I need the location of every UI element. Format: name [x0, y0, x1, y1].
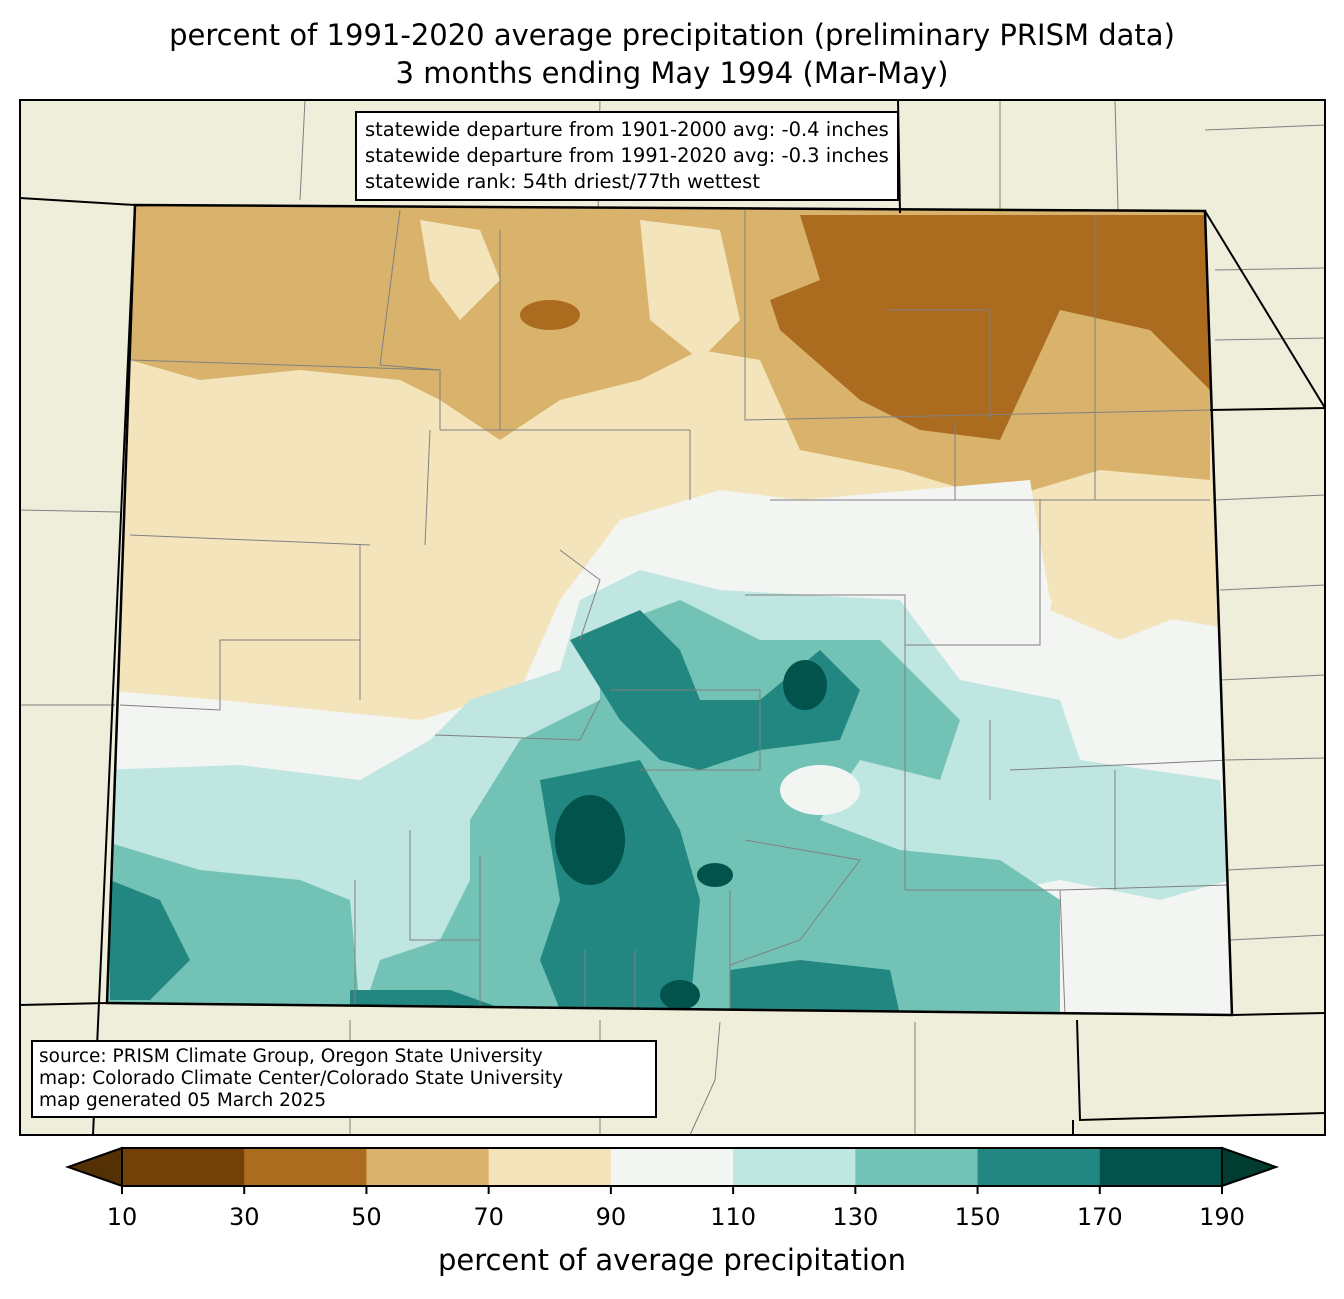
precip-field — [107, 205, 1232, 1015]
colorbar-tick-label: 150 — [954, 1203, 1001, 1231]
source-box: source: PRISM Climate Group, Oregon Stat… — [31, 1040, 657, 1118]
colorbar-segment — [366, 1148, 490, 1186]
colorbar-segment — [1099, 1148, 1223, 1186]
map-title-line1: percent of 1991-2020 average precipitati… — [169, 18, 1175, 52]
colorbar-segment — [610, 1148, 734, 1186]
colorbar-segment — [122, 1148, 245, 1186]
stats-departure-1991-2020: statewide departure from 1991-2020 avg: … — [365, 144, 889, 167]
stats-rank: statewide rank: 54th driest/77th wettest — [365, 170, 760, 193]
colorbar-segment — [244, 1148, 367, 1186]
county-lines — [119, 209, 1231, 1015]
map-credit-line: map: Colorado Climate Center/Colorado St… — [39, 1068, 564, 1089]
map-title-line2: 3 months ending May 1994 (Mar-May) — [395, 56, 949, 90]
source-line: source: PRISM Climate Group, Oregon Stat… — [39, 1046, 543, 1067]
colorbar-segment — [977, 1148, 1101, 1186]
colorbar-tick-label: 110 — [710, 1203, 757, 1231]
stats-departure-1901-2000: statewide departure from 1901-2000 avg: … — [365, 118, 889, 141]
colorbar-tick-label: 190 — [1199, 1203, 1245, 1231]
map-frame — [19, 99, 1326, 1136]
colorbar-tick-label: 70 — [473, 1203, 504, 1231]
generated-date-line: map generated 05 March 2025 — [39, 1090, 327, 1111]
colorbar-tick-label: 170 — [1076, 1203, 1123, 1231]
colorbar-segment — [488, 1148, 612, 1186]
colorbar — [64, 1146, 1280, 1194]
state-borders — [19, 99, 1326, 1136]
colorbar-tick-label: 130 — [832, 1203, 879, 1231]
colorbar-over-arrow — [1221, 1146, 1280, 1188]
colorbar-segment — [733, 1148, 856, 1186]
colorbar-tick-label: 30 — [228, 1203, 260, 1231]
stats-box: statewide departure from 1901-2000 avg: … — [355, 111, 899, 201]
colorbar-under-arrow — [64, 1146, 123, 1188]
colorbar-label: percent of average precipitation — [437, 1243, 907, 1277]
colorbar-tick-label: 50 — [351, 1203, 382, 1231]
colorbar-tick-label: 90 — [595, 1203, 627, 1231]
colorbar-tick-label: 10 — [106, 1203, 138, 1231]
colorbar-segment — [855, 1148, 979, 1186]
